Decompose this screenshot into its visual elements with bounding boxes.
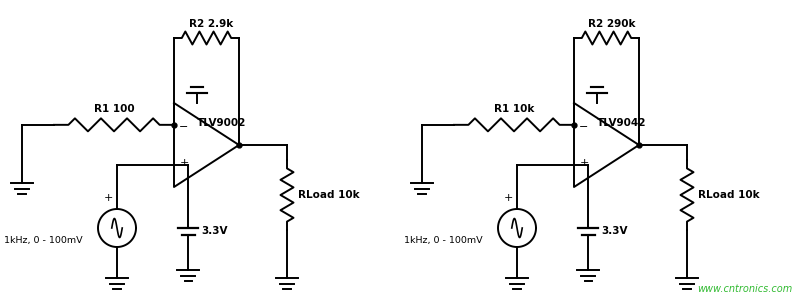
Text: TLV9002: TLV9002	[197, 118, 246, 128]
Text: RLoad 10k: RLoad 10k	[698, 190, 760, 200]
Text: R1 100: R1 100	[94, 104, 134, 114]
Text: −: −	[179, 122, 189, 132]
Text: R2 2.9k: R2 2.9k	[190, 19, 234, 29]
Text: R1 10k: R1 10k	[494, 104, 534, 114]
Text: RLoad 10k: RLoad 10k	[298, 190, 360, 200]
Text: 3.3V: 3.3V	[602, 226, 628, 236]
Text: +: +	[103, 193, 113, 203]
Text: www.cntronics.com: www.cntronics.com	[697, 284, 792, 294]
Text: +: +	[179, 158, 189, 168]
Text: 3.3V: 3.3V	[202, 226, 228, 236]
Text: R2 290k: R2 290k	[588, 19, 635, 29]
Text: 1kHz, 0 - 100mV: 1kHz, 0 - 100mV	[4, 236, 82, 244]
Text: +: +	[579, 158, 589, 168]
Text: TLV9042: TLV9042	[597, 118, 646, 128]
Text: −: −	[579, 122, 589, 132]
Text: 1kHz, 0 - 100mV: 1kHz, 0 - 100mV	[404, 236, 482, 244]
Text: +: +	[503, 193, 513, 203]
